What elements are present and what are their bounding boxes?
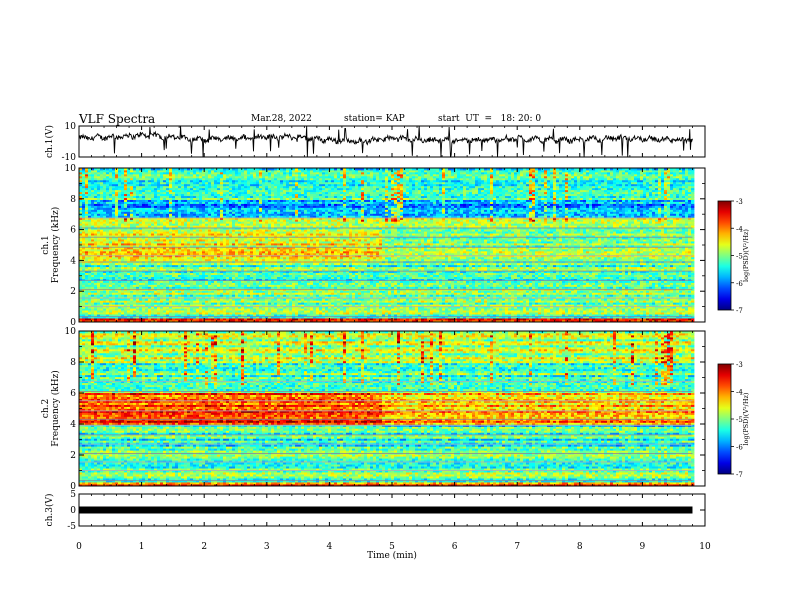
ch1-waveform-axes: ch.1(V) (44, 125, 705, 158)
y-tick-label: 10 (65, 122, 77, 132)
y-tick-label: -10 (62, 153, 77, 163)
vlf-figure: ch.1(V) 10-10ch.1 Frequency (kHz)0246810-3… (0, 0, 792, 612)
ch1-spectrogram-image (79, 168, 705, 322)
ch1-waveform-frame (79, 126, 705, 157)
ch1-ylabel: ch.1(V) (44, 125, 55, 158)
ch1-spectrogram-panel: ch.1 Frequency (kHz) (41, 168, 705, 322)
ch1-trace (79, 126, 692, 157)
